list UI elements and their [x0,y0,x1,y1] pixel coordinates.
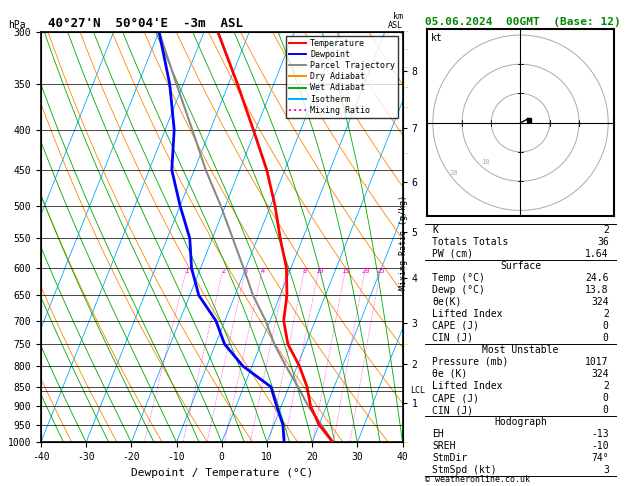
Text: Lifted Index: Lifted Index [432,309,503,319]
Text: StmDir: StmDir [432,453,467,463]
Text: 8: 8 [303,268,307,274]
Text: 3: 3 [244,268,248,274]
Text: Lifted Index: Lifted Index [432,381,503,391]
Text: Surface: Surface [500,260,541,271]
Text: 1017: 1017 [585,357,609,367]
Text: —: — [404,341,408,347]
Text: 24.6: 24.6 [585,273,609,283]
Text: PW (cm): PW (cm) [432,249,474,259]
Text: 1.64: 1.64 [585,249,609,259]
Text: 2: 2 [603,225,609,235]
Text: CIN (J): CIN (J) [432,405,474,415]
Text: —: — [404,104,408,111]
Text: 10: 10 [481,158,489,165]
Text: 2: 2 [221,268,226,274]
Text: —: — [404,265,408,271]
Text: 25: 25 [377,268,385,274]
Text: —: — [404,150,408,156]
Text: Totals Totals: Totals Totals [432,237,509,246]
Text: 3: 3 [603,465,609,475]
Text: hPa: hPa [8,19,26,30]
Text: -13: -13 [591,429,609,439]
Text: km
ASL: km ASL [387,12,403,30]
Legend: Temperature, Dewpoint, Parcel Trajectory, Dry Adiabat, Wet Adiabat, Isotherm, Mi: Temperature, Dewpoint, Parcel Trajectory… [286,36,398,118]
Text: 6: 6 [285,268,289,274]
Text: CAPE (J): CAPE (J) [432,393,479,403]
Text: 1: 1 [185,268,189,274]
Text: 20: 20 [361,268,370,274]
Text: 2: 2 [603,381,609,391]
Text: —: — [404,439,408,445]
Text: 10: 10 [315,268,323,274]
Text: kt: kt [431,33,442,43]
Text: 324: 324 [591,369,609,379]
Text: Most Unstable: Most Unstable [482,345,559,355]
Text: 2: 2 [603,309,609,319]
Text: 15: 15 [342,268,350,274]
Text: -10: -10 [591,441,609,451]
Text: 05.06.2024  00GMT  (Base: 12): 05.06.2024 00GMT (Base: 12) [425,17,620,27]
Text: Temp (°C): Temp (°C) [432,273,485,283]
Text: LCL: LCL [410,386,425,395]
Text: Hodograph: Hodograph [494,417,547,427]
Text: 0: 0 [603,333,609,343]
Text: 74°: 74° [591,453,609,463]
Text: 13.8: 13.8 [585,285,609,295]
Text: 40°27'N  50°04'E  -3m  ASL: 40°27'N 50°04'E -3m ASL [48,17,243,31]
Text: Pressure (mb): Pressure (mb) [432,357,509,367]
Text: θe(K): θe(K) [432,297,462,307]
Text: © weatheronline.co.uk: © weatheronline.co.uk [425,474,530,484]
Text: θe (K): θe (K) [432,369,467,379]
Text: 0: 0 [603,405,609,415]
Text: —: — [404,84,408,90]
Text: —: — [404,29,408,35]
Text: 36: 36 [597,237,609,246]
X-axis label: Dewpoint / Temperature (°C): Dewpoint / Temperature (°C) [131,468,313,478]
Text: StmSpd (kt): StmSpd (kt) [432,465,497,475]
Text: 0: 0 [603,321,609,331]
Text: —: — [404,203,408,209]
Text: EH: EH [432,429,444,439]
Text: 20: 20 [449,170,457,176]
Text: Mixing Ratio (g/kg): Mixing Ratio (g/kg) [399,195,408,291]
Text: —: — [404,65,408,70]
Text: CIN (J): CIN (J) [432,333,474,343]
Text: 324: 324 [591,297,609,307]
Text: 4: 4 [260,268,265,274]
Text: 0: 0 [603,393,609,403]
Text: K: K [432,225,438,235]
Text: Dewp (°C): Dewp (°C) [432,285,485,295]
Text: SREH: SREH [432,441,456,451]
Text: —: — [404,46,408,52]
Text: CAPE (J): CAPE (J) [432,321,479,331]
